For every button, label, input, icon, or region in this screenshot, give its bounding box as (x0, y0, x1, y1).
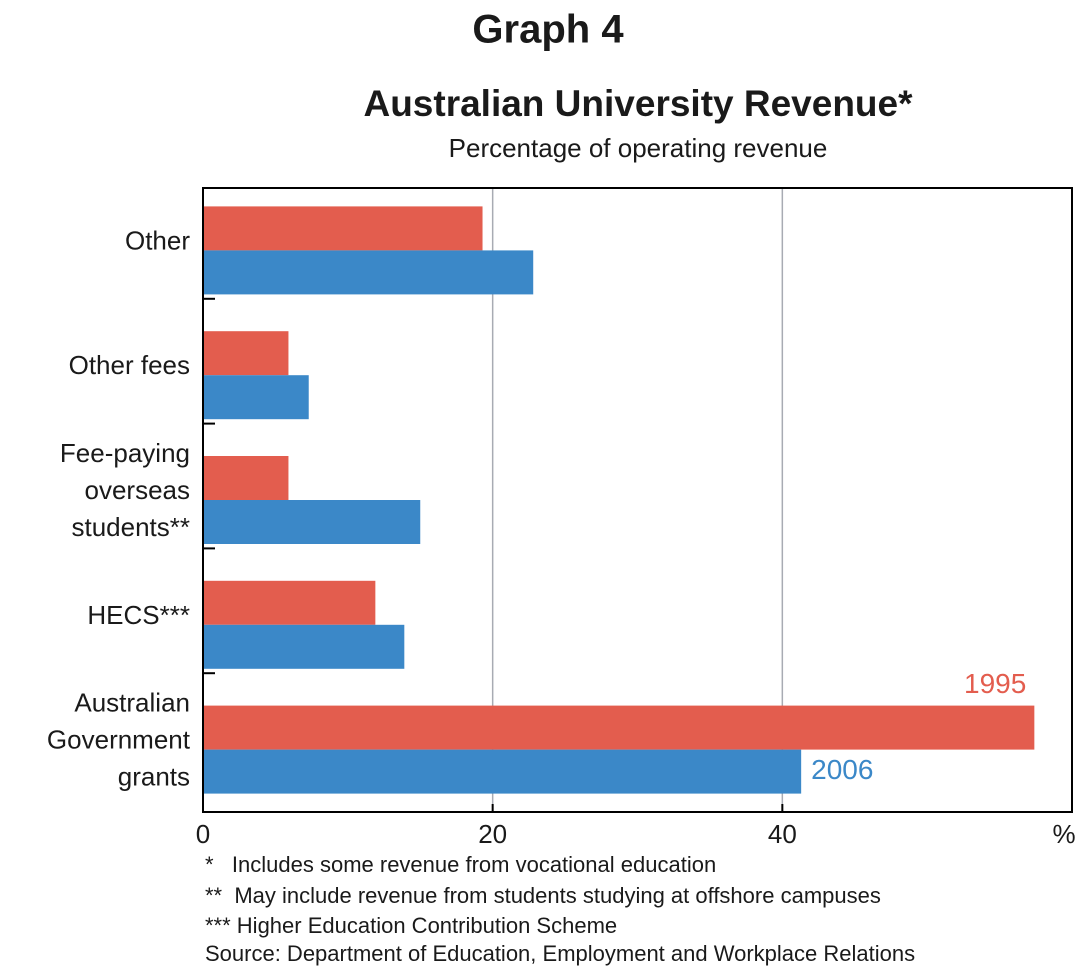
bar (203, 624, 405, 669)
chart-subtitle: Percentage of operating revenue (449, 133, 828, 163)
chart-title: Australian University Revenue* (363, 83, 913, 124)
y-tick-label: Other (125, 225, 190, 255)
series-label: 2006 (811, 754, 873, 785)
chart-header: Graph 4 (472, 8, 624, 52)
footnote: Source: Department of Education, Employm… (205, 941, 915, 966)
bar (203, 705, 1035, 750)
footnote: ** May include revenue from students stu… (205, 883, 881, 908)
bar (203, 375, 309, 420)
bar (203, 206, 483, 251)
bar (203, 331, 289, 376)
bar (203, 749, 802, 794)
plot-frame (202, 187, 1073, 813)
series-label: 1995 (964, 668, 1026, 699)
x-tick-label: 40 (768, 819, 797, 849)
bar (203, 500, 421, 544)
bar (203, 580, 376, 625)
bar (203, 250, 534, 295)
y-tick-label: HECS*** (87, 600, 190, 630)
y-tick-label: Fee-paying overseas students** (60, 438, 190, 542)
bar (203, 456, 289, 500)
x-unit: % (1052, 819, 1075, 849)
footnote: * Includes some revenue from vocational … (205, 852, 716, 877)
x-tick-label: 20 (478, 819, 507, 849)
x-tick-label: 0 (196, 819, 210, 849)
footnote: *** Higher Education Contribution Scheme (205, 913, 617, 938)
y-tick-label: Australian Government grants (47, 687, 191, 791)
y-tick-label: Other fees (69, 350, 190, 380)
